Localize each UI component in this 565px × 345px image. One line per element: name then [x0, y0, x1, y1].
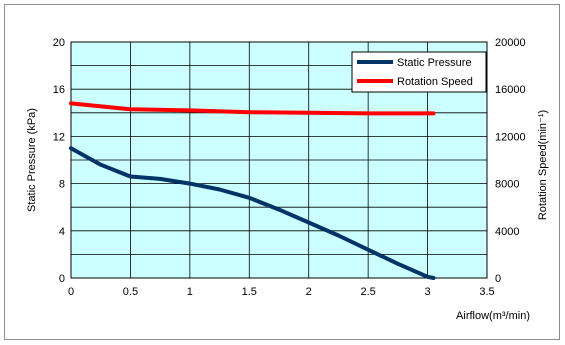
legend-label-rotation-speed: Rotation Speed — [397, 76, 473, 88]
x-tick-label: 2.5 — [360, 286, 375, 298]
y-axis-title-left: Static Pressure (kPa) — [26, 108, 38, 212]
legend: Static Pressure Rotation Speed — [351, 51, 487, 93]
legend-box — [351, 51, 487, 93]
x-tick-label: 2 — [306, 286, 312, 298]
y-tick-label-left: 20 — [53, 37, 65, 49]
y-tick-label-left: 12 — [53, 131, 65, 143]
legend-label-static-pressure: Static Pressure — [397, 57, 472, 69]
y-tick-label-right: 12000 — [495, 131, 526, 143]
y-tick-label-left: 16 — [53, 84, 65, 96]
chart-frame: 0 0.5 1 1.5 2 2.5 3 3.5 0 4 8 12 16 20 0 4000 8000 1200… — [4, 4, 560, 340]
y-axis-title-right: Rotation Speed(min⁻¹) — [537, 110, 549, 220]
x-tick-label: 1 — [187, 286, 193, 298]
x-tick-label: 3.5 — [479, 286, 494, 298]
y-tick-label-right: 0 — [495, 273, 501, 285]
y-tick-label-left: 4 — [59, 226, 65, 238]
y-tick-label-right: 20000 — [495, 37, 526, 49]
y-tick-label-right: 16000 — [495, 84, 526, 96]
x-tick-label: 3 — [425, 286, 431, 298]
y-tick-label-right: 4000 — [495, 226, 519, 238]
x-tick-label: 0 — [68, 286, 74, 298]
x-tick-label: 0.5 — [123, 286, 138, 298]
series-line-rotation-speed — [69, 101, 436, 116]
chart: 0 0.5 1 1.5 2 2.5 3 3.5 0 4 8 12 16 20 0 4000 8000 1200… — [26, 37, 549, 322]
y-tick-label-left: 8 — [59, 179, 65, 191]
plot-border — [70, 41, 488, 279]
y-tick-label-left: 0 — [59, 273, 65, 285]
y-tick-label-right: 8000 — [495, 179, 519, 191]
x-tick-label: 1.5 — [242, 286, 257, 298]
x-axis-title: Airflow(m³/min) — [456, 310, 530, 322]
series-line-static-pressure — [69, 146, 436, 280]
